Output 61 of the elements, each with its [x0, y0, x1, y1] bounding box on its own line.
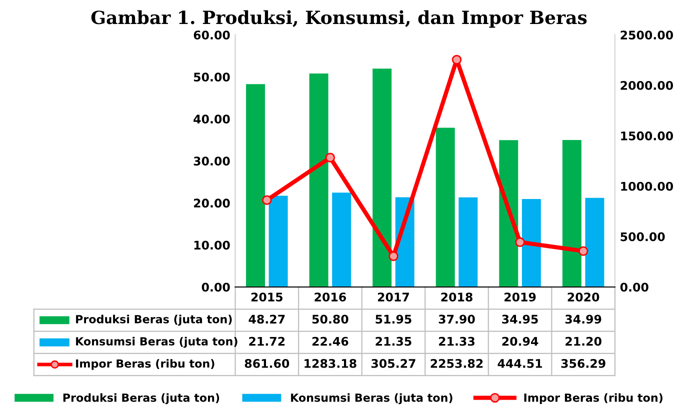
text: Produksi Beras (juta ton) [63, 393, 220, 404]
data-label: 305.27 [371, 358, 416, 368]
data-label: 2253.82 [430, 358, 483, 368]
y-tick-label: 20.00 [194, 198, 230, 208]
text: Konsumsi Beras (juta ton) [291, 393, 452, 404]
data-label: 21.35 [376, 336, 412, 346]
bar [499, 140, 518, 287]
legend-label: Konsumsi Beras (juta ton) [76, 336, 238, 348]
legend-label: Produksi Beras (juta ton) [76, 314, 232, 326]
bar [522, 199, 541, 287]
bar [372, 68, 392, 287]
data-label: 48.27 [248, 314, 285, 324]
x-tick-label: 2019 [504, 292, 536, 302]
point [515, 237, 525, 248]
x-tick-label: 2016 [314, 292, 346, 302]
point [578, 246, 588, 256]
data-label: 51.95 [376, 314, 412, 324]
point [325, 152, 336, 162]
y2-tick-label: 500.00 [620, 232, 665, 242]
data-label: 50.80 [312, 314, 348, 324]
bar [436, 128, 455, 287]
bar [585, 198, 604, 287]
data-label: 34.99 [565, 314, 602, 324]
y2-tick-label: 0.00 [620, 282, 648, 292]
point [452, 54, 462, 65]
data-label: 356.29 [561, 358, 606, 368]
y2-tick-label: 1000.00 [621, 182, 674, 191]
bar [268, 196, 288, 287]
point [388, 251, 398, 262]
data-label: 444.51 [498, 359, 542, 368]
x-tick-label: 2020 [568, 292, 600, 302]
y2-tick-label: 2000.00 [620, 81, 674, 90]
text: Impor Beras (ribu ton) [524, 393, 662, 404]
data-label: 34.95 [502, 314, 538, 324]
data-label: 22.46 [312, 336, 348, 346]
data-label: 20.94 [502, 336, 538, 346]
y2-tick-label: 2500.00 [620, 30, 674, 40]
x-tick-label: 2015 [251, 292, 283, 302]
chart-title: Gambar 1. Produksi, Konsumsi, dan Impor Beras [91, 10, 587, 28]
y-tick-label: 30.00 [194, 156, 230, 166]
y-tick-label: 40.00 [194, 114, 230, 124]
y-tick-label: 50.00 [194, 72, 230, 82]
x-tick-label: 2018 [441, 292, 472, 302]
bar [332, 192, 352, 287]
y-tick-label: 10.00 [194, 240, 230, 250]
bar [562, 140, 582, 287]
x-tick-label: 2017 [378, 292, 409, 302]
data-label: 861.60 [244, 358, 290, 368]
y-tick-label: 0.00 [202, 282, 230, 292]
data-label: 21.72 [249, 336, 285, 346]
data-label: 37.90 [438, 314, 475, 324]
bar [246, 84, 266, 287]
legend-label: Impor Beras (ribu ton) [76, 359, 214, 370]
data-label: 21.20 [566, 336, 602, 346]
bar [458, 197, 478, 287]
point [262, 195, 272, 205]
data-label: 1283.18 [304, 358, 356, 368]
bar [309, 74, 328, 287]
y-tick-label: 60.00 [194, 30, 230, 40]
y2-tick-label: 1500.00 [621, 131, 674, 140]
data-label: 21.33 [439, 336, 474, 346]
